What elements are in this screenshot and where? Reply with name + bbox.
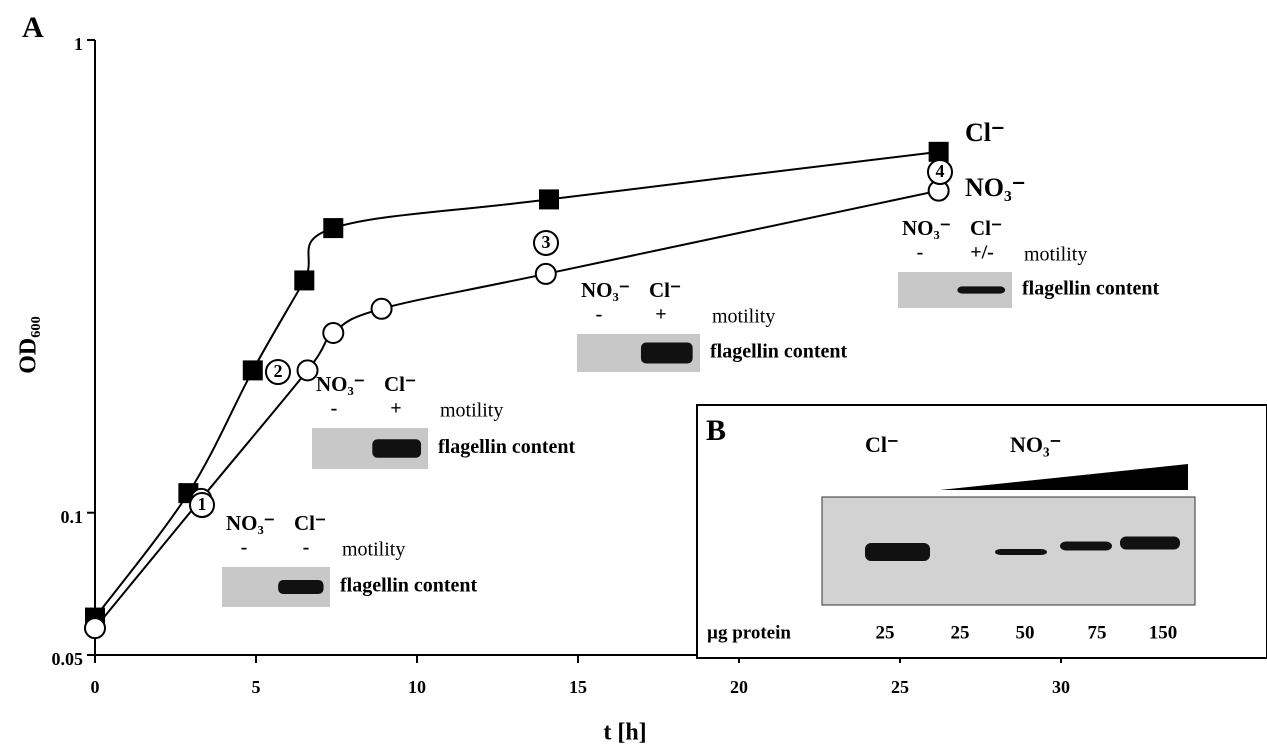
x-tick-label: 25 (891, 677, 909, 697)
motility-label: motility (712, 306, 775, 328)
circle-marker (372, 299, 392, 319)
row-label: µg protein (707, 622, 791, 643)
circle-marker (323, 323, 343, 343)
x-tick-label: 15 (569, 677, 587, 697)
content-label: flagellin content (1022, 278, 1160, 300)
stage-label: 4 (936, 161, 945, 181)
blot-band (957, 286, 1005, 293)
inset-band (1060, 542, 1112, 551)
motility-sign: + (390, 398, 401, 420)
square-marker (323, 218, 343, 238)
blot-band (278, 580, 323, 594)
square-marker (294, 270, 314, 290)
square-marker (929, 142, 949, 162)
motility-label: motility (342, 539, 405, 561)
series-label: NO₃⁻ (965, 173, 1026, 202)
amount-label: 50 (1016, 622, 1035, 643)
amount-label: 25 (876, 622, 895, 643)
amount-label: 75 (1088, 622, 1107, 643)
figure: A t [h] OD₆₀₀ 0.050.11051015202530Cl⁻NO₃… (0, 0, 1267, 747)
lane-label: Cl⁻ (649, 278, 681, 302)
motility-sign: + (655, 304, 666, 326)
y-tick-label: 0.1 (61, 507, 84, 527)
x-tick-label: 10 (408, 677, 426, 697)
y-axis-title: OD₆₀₀ (16, 316, 42, 374)
x-axis-title: t [h] (603, 720, 646, 746)
lane-label: NO₃⁻ (581, 278, 630, 302)
blot-band (372, 439, 421, 457)
motility-sign: - (303, 537, 310, 559)
content-label: flagellin content (340, 575, 478, 597)
lane-label: Cl⁻ (384, 372, 416, 396)
stage-label: 3 (542, 232, 551, 252)
blot-band (641, 343, 693, 364)
amount-label: 150 (1149, 622, 1178, 643)
page: A t [h] OD₆₀₀ 0.050.11051015202530Cl⁻NO₃… (0, 0, 1267, 747)
motility-sign: - (331, 398, 338, 420)
x-tick-label: 20 (730, 677, 748, 697)
x-tick-label: 30 (1052, 677, 1070, 697)
square-marker (243, 360, 263, 380)
content-label: flagellin content (438, 436, 576, 458)
content-label: flagellin content (710, 341, 848, 363)
motility-sign: - (241, 537, 248, 559)
stage-label: 1 (198, 494, 207, 514)
x-tick-label: 5 (252, 677, 261, 697)
circle-marker (536, 264, 556, 284)
panel-label: A (22, 11, 44, 44)
motility-label: motility (440, 400, 503, 422)
inset-panel-label: B (706, 414, 726, 447)
series-label: Cl⁻ (965, 118, 1005, 147)
lane-label: NO₃⁻ (226, 511, 275, 535)
inset-band (1120, 537, 1180, 550)
motility-sign: +/- (970, 242, 994, 264)
square-marker (539, 189, 559, 209)
inset-band (995, 549, 1047, 555)
x-tick-label: 0 (91, 677, 100, 697)
amount-label: 25 (951, 622, 970, 643)
group-label: NO₃⁻ (1010, 432, 1061, 457)
stage-label: 2 (274, 361, 283, 381)
motility-sign: - (596, 304, 603, 326)
lane-label: Cl⁻ (970, 216, 1002, 240)
lane-label: NO₃⁻ (316, 372, 365, 396)
lane-label: NO₃⁻ (902, 216, 951, 240)
motility-sign: - (917, 242, 924, 264)
group-label: Cl⁻ (865, 432, 899, 457)
circle-marker (298, 360, 318, 380)
circle-marker (85, 618, 105, 638)
y-tick-label: 0.05 (52, 649, 84, 669)
motility-label: motility (1024, 244, 1087, 266)
inset-band (865, 543, 930, 561)
y-tick-label: 1 (74, 34, 83, 54)
lane-label: Cl⁻ (294, 511, 326, 535)
